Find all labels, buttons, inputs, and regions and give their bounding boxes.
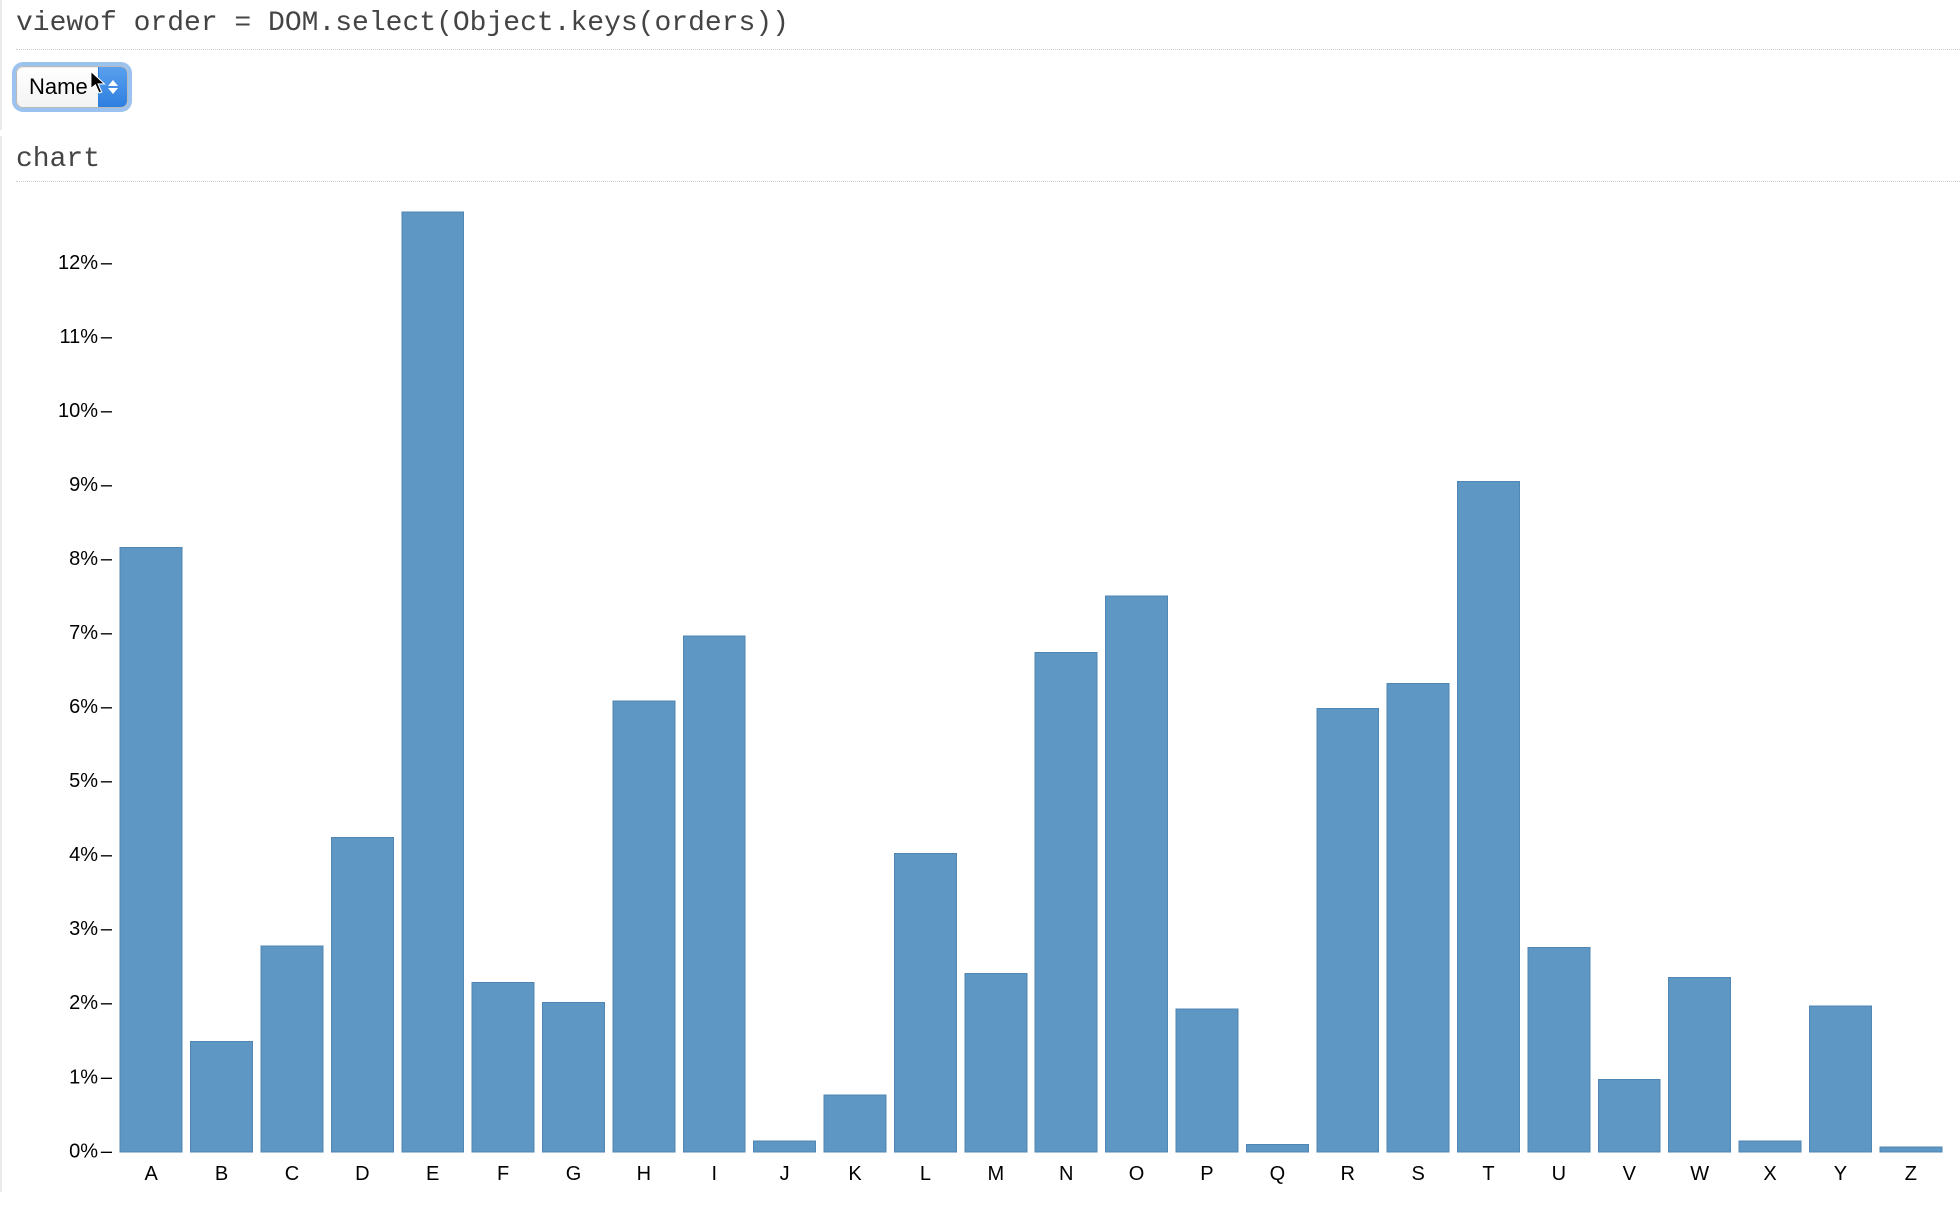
chevron-down-icon [108,88,118,94]
x-tick-label: G [566,1163,582,1185]
svg-text:–: – [101,770,113,792]
x-tick-label: N [1059,1163,1073,1185]
x-tick-label: V [1623,1163,1637,1185]
bar [1317,709,1379,1152]
y-tick-label: 9% [69,474,98,496]
bar [331,837,393,1152]
x-tick-label: W [1690,1163,1709,1185]
y-tick-label: 12% [58,252,98,274]
y-tick-label: 7% [69,622,98,644]
svg-text:–: – [101,622,113,644]
svg-text:–: – [101,1066,113,1088]
bar [1035,652,1097,1152]
x-tick-label: M [987,1163,1004,1185]
x-tick-label: J [780,1163,790,1185]
chart-container: 0%–1%–2%–3%–4%–5%–6%–7%–8%–9%–10%–11%–12… [16,182,1960,1192]
bar [1880,1147,1942,1152]
svg-text:–: – [101,252,113,274]
x-tick-label: D [355,1163,369,1185]
bar [1528,948,1590,1152]
svg-text:–: – [101,992,113,1014]
bar [613,701,675,1152]
x-tick-label: A [145,1163,159,1185]
svg-text:–: – [101,474,113,496]
bar [1598,1079,1660,1152]
bar [1176,1009,1238,1152]
svg-text:–: – [101,400,113,422]
x-tick-label: Z [1905,1163,1917,1185]
x-tick-label: B [215,1163,228,1185]
x-tick-label: U [1552,1163,1566,1185]
svg-text:–: – [101,326,113,348]
bar [1458,481,1520,1152]
y-tick-label: 11% [59,326,98,348]
bar [191,1042,253,1152]
x-tick-label: P [1200,1163,1213,1185]
bar [683,636,745,1152]
y-tick-label: 5% [69,770,98,792]
bar [1739,1141,1801,1152]
bar [894,854,956,1152]
svg-text:–: – [101,548,113,570]
y-tick-label: 3% [69,918,98,940]
bar [754,1141,816,1152]
chart-cell-title: chart [16,136,1960,181]
x-tick-label: F [497,1163,509,1185]
x-tick-label: I [711,1163,717,1185]
svg-text:–: – [101,1140,113,1162]
x-tick-label: Y [1834,1163,1847,1185]
order-select-value: Name [17,67,98,107]
x-tick-label: L [920,1163,931,1185]
bar [1387,683,1449,1152]
svg-text:–: – [101,844,113,866]
bar [1669,977,1731,1152]
bar [1809,1006,1871,1152]
letter-frequency-bar-chart: 0%–1%–2%–3%–4%–5%–6%–7%–8%–9%–10%–11%–12… [16,192,1956,1192]
bar [1106,596,1168,1152]
x-tick-label: K [848,1163,862,1185]
x-tick-label: R [1341,1163,1355,1185]
chevron-up-icon [108,80,118,86]
y-tick-label: 4% [69,844,98,866]
cell-viewof: viewof order = DOM.select(Object.keys(or… [0,0,1960,130]
y-tick-label: 8% [69,548,98,570]
x-tick-label: C [285,1163,299,1185]
y-tick-label: 2% [69,992,98,1014]
svg-text:–: – [101,696,113,718]
order-select[interactable]: Name [16,66,128,108]
svg-text:–: – [101,918,113,940]
select-row: Name [16,50,1960,130]
y-tick-label: 6% [69,696,98,718]
bar [120,547,182,1152]
x-tick-label: H [637,1163,651,1185]
y-tick-label: 0% [69,1140,98,1162]
x-tick-label: O [1129,1163,1145,1185]
bar [261,946,323,1152]
y-tick-label: 10% [58,400,98,422]
bar [402,212,464,1152]
bar [543,1002,605,1152]
bar [1246,1145,1308,1152]
bar [824,1095,886,1152]
cell-chart: chart 0%–1%–2%–3%–4%–5%–6%–7%–8%–9%–10%–… [0,136,1960,1192]
bar [472,983,534,1152]
bar [965,974,1027,1152]
x-tick-label: S [1411,1163,1424,1185]
x-tick-label: T [1482,1163,1494,1185]
select-knob [98,67,127,107]
code-viewof: viewof order = DOM.select(Object.keys(or… [16,0,1960,49]
x-tick-label: X [1763,1163,1776,1185]
y-tick-label: 1% [69,1066,98,1088]
x-tick-label: E [426,1163,439,1185]
x-tick-label: Q [1270,1163,1286,1185]
